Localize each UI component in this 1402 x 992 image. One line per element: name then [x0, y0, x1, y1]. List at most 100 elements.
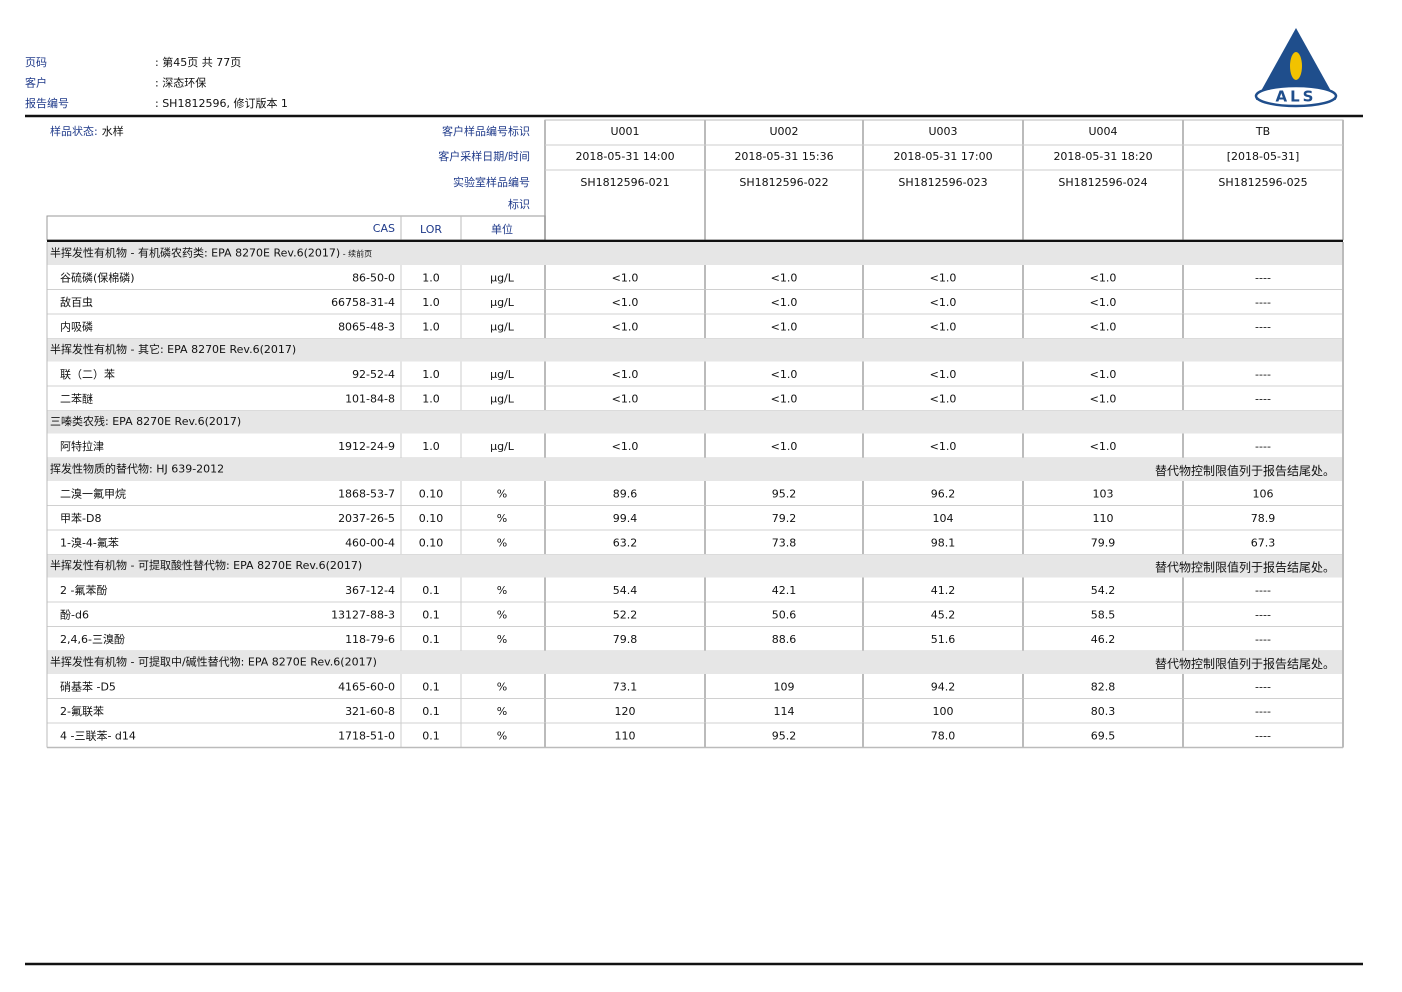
section-name: 半挥发性有机物 - 有机磷农药类: EPA 8270E Rev.6(2017)	[50, 246, 340, 260]
result: <1.0	[612, 296, 639, 309]
unit: µg/L	[490, 320, 515, 333]
analyte-name: 甲苯-D8	[60, 511, 101, 525]
result: <1.0	[930, 271, 957, 284]
lor: 0.1	[422, 584, 440, 597]
cas: 92-52-4	[352, 368, 395, 381]
analyte-name: 阿特拉津	[60, 439, 104, 453]
field-label: 报告编号	[25, 96, 69, 110]
result: <1.0	[930, 296, 957, 309]
result: 88.6	[772, 633, 797, 646]
result: 99.4	[613, 512, 638, 525]
result: ----	[1255, 608, 1271, 621]
result: <1.0	[612, 440, 639, 453]
result: <1.0	[930, 392, 957, 405]
logo-text: ALS	[1276, 88, 1317, 106]
result: 73.8	[772, 536, 797, 549]
analyte-name: 4 -三联苯- d14	[60, 728, 136, 742]
result: 104	[933, 512, 954, 525]
analyte-name: 二苯醚	[60, 391, 93, 405]
logo: ALS	[1254, 28, 1338, 108]
result: <1.0	[771, 271, 798, 284]
analyte-name: 联（二）苯	[60, 367, 115, 381]
header-label: 标识	[508, 197, 530, 211]
result: 82.8	[1091, 680, 1116, 693]
field-value: : SH1812596, 修订版本 1	[155, 96, 288, 110]
section-title: 半挥发性有机物 - 有机磷农药类: EPA 8270E Rev.6(2017) …	[50, 246, 372, 260]
analyte-name: 谷硫磷(保棉磷)	[60, 270, 135, 284]
result: <1.0	[771, 392, 798, 405]
result: <1.0	[612, 392, 639, 405]
analyte-name: 2-氟联苯	[60, 704, 104, 718]
column-header: LOR	[420, 223, 442, 236]
lor: 0.1	[422, 680, 440, 693]
section-row	[47, 338, 1343, 362]
lab-id: SH1812596-025	[1218, 176, 1307, 189]
result: 109	[774, 680, 795, 693]
field-label: 客户	[25, 76, 47, 90]
result: 54.4	[613, 584, 638, 597]
lor: 0.10	[419, 536, 444, 549]
unit: µg/L	[490, 271, 515, 284]
section-row	[47, 651, 1343, 674]
section-note: 替代物控制限值列于报告结尾处。	[1155, 656, 1335, 671]
field-value: : 第45页 共 77页	[155, 55, 241, 69]
result: 45.2	[931, 608, 956, 621]
lab-id: SH1812596-021	[580, 176, 669, 189]
analyte-name: 2 -氟苯酚	[60, 583, 107, 597]
result: 78.9	[1251, 512, 1276, 525]
cas: 101-84-8	[345, 392, 395, 405]
sample-date: 2018-05-31 14:00	[575, 150, 674, 163]
result: ----	[1255, 584, 1271, 597]
lab-id: SH1812596-024	[1058, 176, 1147, 189]
result: 110	[615, 729, 636, 742]
lor: 1.0	[422, 392, 440, 405]
result: <1.0	[930, 368, 957, 381]
result: 103	[1093, 487, 1114, 500]
result: 51.6	[931, 633, 956, 646]
result: <1.0	[612, 368, 639, 381]
unit: %	[497, 608, 507, 621]
section-name: 挥发性物质的替代物: HJ 639-2012	[50, 462, 224, 476]
result: 73.1	[613, 680, 638, 693]
analyte-name: 内吸磷	[60, 319, 93, 333]
unit: %	[497, 487, 507, 500]
result: 58.5	[1091, 608, 1116, 621]
lab-id: SH1812596-023	[898, 176, 987, 189]
result: 95.2	[772, 487, 797, 500]
result: 94.2	[931, 680, 956, 693]
result: 54.2	[1091, 584, 1116, 597]
result: <1.0	[1090, 392, 1117, 405]
unit: %	[497, 680, 507, 693]
result: <1.0	[930, 440, 957, 453]
cas: 367-12-4	[345, 584, 395, 597]
analyte-name: 硝基苯 -D5	[60, 679, 116, 693]
section-title: 半挥发性有机物 - 可提取酸性替代物: EPA 8270E Rev.6(2017…	[50, 558, 362, 572]
cas: 2037-26-5	[338, 512, 395, 525]
result: 114	[774, 705, 795, 718]
unit: %	[497, 729, 507, 742]
unit: %	[497, 584, 507, 597]
sample-date: [2018-05-31]	[1227, 150, 1300, 163]
result: 69.5	[1091, 729, 1116, 742]
result: <1.0	[930, 320, 957, 333]
unit: %	[497, 536, 507, 549]
result: 41.2	[931, 584, 956, 597]
unit: %	[497, 705, 507, 718]
result: <1.0	[1090, 368, 1117, 381]
sample-date: 2018-05-31 18:20	[1053, 150, 1152, 163]
unit: µg/L	[490, 368, 515, 381]
header-label: 客户采样日期/时间	[438, 149, 530, 163]
result: ----	[1255, 729, 1271, 742]
field-label: 页码	[25, 56, 47, 69]
result: <1.0	[1090, 271, 1117, 284]
sample-date: 2018-05-31 15:36	[734, 150, 833, 163]
result: 67.3	[1251, 536, 1276, 549]
lor: 1.0	[422, 296, 440, 309]
analyte-name: 酚-d6	[60, 607, 89, 621]
section-title: 挥发性物质的替代物: HJ 639-2012	[50, 462, 224, 476]
cas: 118-79-6	[345, 633, 395, 646]
sample-id: U003	[928, 125, 957, 138]
result: ----	[1255, 320, 1271, 333]
field-value: : 深态环保	[155, 76, 206, 90]
